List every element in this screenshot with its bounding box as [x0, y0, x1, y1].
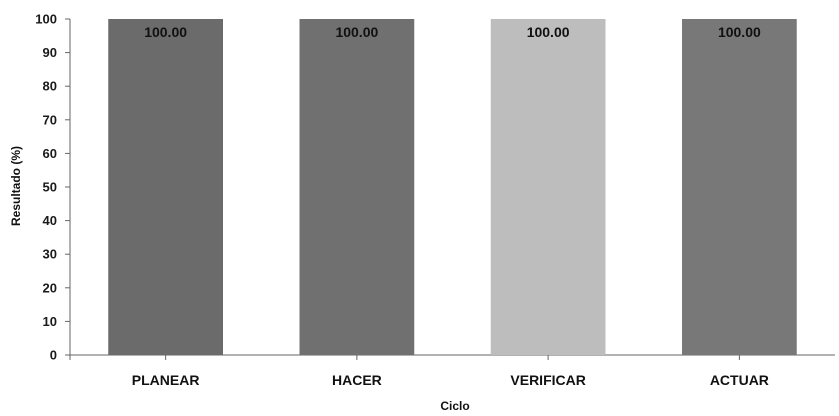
x-tick-label: ACTUAR [710, 372, 769, 388]
data-label: 100.00 [335, 24, 378, 40]
data-label: 100.00 [144, 24, 187, 40]
y-tick-label: 10 [43, 314, 57, 329]
x-axis-title: Ciclo [440, 399, 469, 413]
chart-labels: 100.00 PLANEAR 100.00 HACER 100.00 VERIFICAR 1… [132, 24, 769, 388]
y-tick-label: 50 [43, 180, 57, 195]
y-tick-label: 0 [50, 348, 57, 363]
y-tick-label: 20 [43, 280, 57, 295]
y-tick-label: 70 [43, 112, 57, 127]
y-tick-label: 100 [35, 12, 57, 27]
data-label: 100.00 [718, 24, 761, 40]
y-tick-label: 40 [43, 213, 57, 228]
y-axis-title: Resultado (%) [9, 146, 23, 226]
data-label: 100.00 [527, 24, 570, 40]
y-tick-label: 90 [43, 45, 57, 60]
bar-verificar [490, 19, 606, 355]
x-tick-label: VERIFICAR [510, 372, 585, 388]
chart-bars [108, 19, 797, 355]
bar-actuar [682, 19, 797, 355]
bar-hacer [299, 19, 415, 355]
x-tick-label: PLANEAR [132, 372, 200, 388]
y-tick-label: 60 [43, 146, 57, 161]
y-tick-label: 80 [43, 79, 57, 94]
y-tick-label: 30 [43, 247, 57, 262]
bar-planear [108, 19, 223, 355]
x-tick-label: HACER [332, 372, 382, 388]
